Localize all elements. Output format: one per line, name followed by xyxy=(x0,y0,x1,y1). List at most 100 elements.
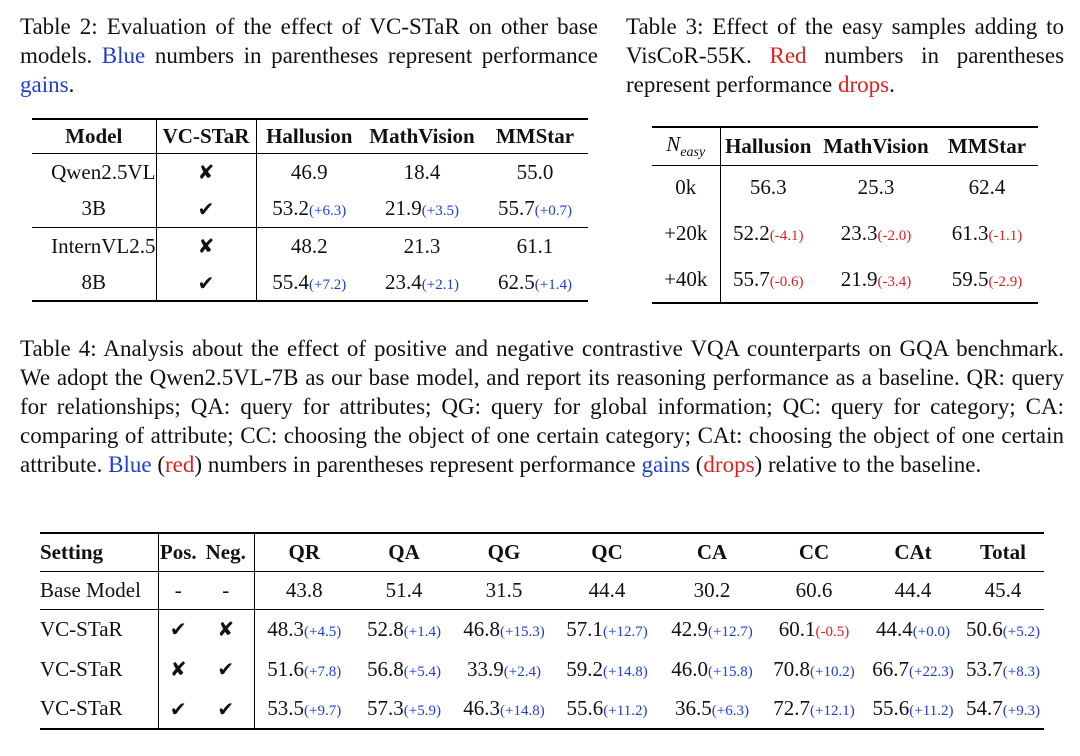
pos-cell: - xyxy=(157,571,198,609)
table3-caption-label: Table 3: xyxy=(626,14,704,39)
table2-header-mmstar: MMStar xyxy=(495,123,575,148)
table-cell: 51.4 xyxy=(385,577,423,602)
table-cell: 57.1(+12.7) xyxy=(566,616,648,641)
cross-icon: ✘ xyxy=(157,649,198,689)
table-cell: 36.5(+6.3) xyxy=(675,696,749,720)
table-cell: 56.3 xyxy=(719,165,816,209)
table-cell: 56.8(+5.4) xyxy=(367,656,441,681)
table4-header-setting: Setting xyxy=(40,539,103,564)
table4-header-row: Setting Pos. Neg. QR QA QG QC CA CC CAt … xyxy=(40,533,1044,571)
table-cell: 43.8 xyxy=(285,577,323,602)
table4-header-qa: QA xyxy=(388,539,420,564)
table-cell: 46.0(+15.8) xyxy=(671,656,753,681)
table-cell: 53.7(+8.3) xyxy=(966,656,1040,681)
table-cell: 31.5 xyxy=(485,577,523,602)
table-cell: 54.7(+9.3) xyxy=(966,696,1040,720)
check-icon: ✔ xyxy=(155,191,256,227)
table-cell: 45.4 xyxy=(984,577,1022,602)
table3-caption-text: Effect of the easy samples adding to Vis… xyxy=(626,14,1064,68)
table4-caption-blue: Blue xyxy=(108,452,152,477)
cross-icon: ✘ xyxy=(155,227,256,265)
table-cell: 55.7(+0.7) xyxy=(498,196,572,221)
table3-caption-drops: drops xyxy=(838,72,890,97)
table-row: VC-STaR ✘ ✔ 51.6(+7.8) 56.8(+5.4) 33.9(+… xyxy=(40,649,1044,689)
table4-header-cat: CAt xyxy=(894,539,932,564)
setting-name: VC-STaR xyxy=(40,656,123,681)
cross-icon: ✘ xyxy=(198,609,255,649)
table-cell: 55.6(+11.2) xyxy=(872,696,954,720)
table4-header-qg: QG xyxy=(487,539,521,564)
table2-caption: Table 2: Evaluation of the effect of VC-… xyxy=(20,14,599,97)
table-row: 8B ✔ 55.4(+7.2) 23.4(+2.1) 62.5(+1.4) xyxy=(32,265,588,301)
table-cell: +20k xyxy=(664,220,708,245)
table2: Model VC-STaR Hallusion MathVision MMSta… xyxy=(32,118,588,302)
table4-caption: Table 4: Analysis about the effect of po… xyxy=(20,336,1065,477)
table-cell: 52.2(-4.1) xyxy=(719,209,816,257)
table-cell: 21.9(-3.4) xyxy=(840,267,912,291)
table2-header-mathvision: MathVision xyxy=(369,123,475,148)
table-cell: 51.6(+7.8) xyxy=(267,656,342,681)
table-cell: 55.0 xyxy=(516,159,554,184)
table-row: VC-STaR ✔ ✔ 53.5(+9.7) 57.3(+5.9) 46.3(+… xyxy=(40,689,1044,729)
table-cell: 60.1(-0.5) xyxy=(778,616,850,641)
table4-caption-red: red xyxy=(165,452,195,477)
table-row: 3B ✔ 53.2(+6.3) 21.9(+3.5) 55.7(+0.7) xyxy=(32,191,588,227)
table-cell: 21.3 xyxy=(403,233,441,258)
table4-header-total: Total xyxy=(980,539,1026,564)
table-cell: 46.8(+15.3) xyxy=(463,616,545,641)
table-cell: 59.5(-2.9) xyxy=(951,267,1023,291)
table-cell: 23.4(+2.1) xyxy=(385,270,459,294)
table2-header-model: Model xyxy=(65,123,123,148)
cross-icon: ✘ xyxy=(155,153,256,191)
table-cell: 44.4 xyxy=(894,577,932,602)
table-cell: 66.7(+22.3) xyxy=(872,656,954,681)
check-icon: ✔ xyxy=(198,649,255,689)
neg-cell: - xyxy=(198,571,255,609)
table4: Setting Pos. Neg. QR QA QG QC CA CC CAt … xyxy=(40,532,1044,730)
table3-header-mmstar: MMStar xyxy=(947,133,1027,158)
model-name: InternVL2.5 xyxy=(51,233,156,258)
table-row: Qwen2.5VL ✘ 46.9 18.4 55.0 xyxy=(32,153,588,191)
table-cell: 46.9 xyxy=(255,153,362,191)
table4-caption-text2: numbers in parentheses represent perform… xyxy=(207,452,636,477)
table-cell: 57.3(+5.9) xyxy=(367,696,441,720)
check-icon: ✔ xyxy=(155,265,256,301)
setting-name: VC-STaR xyxy=(40,616,123,641)
table2-caption-gains: gains xyxy=(20,72,69,97)
check-icon: ✔ xyxy=(157,689,198,729)
table-cell: 55.6(+11.2) xyxy=(566,696,648,720)
table3-header-hallusion: Hallusion xyxy=(719,127,816,165)
table4-caption-gains: gains xyxy=(641,452,690,477)
table2-header-vcstar: VC-STaR xyxy=(155,119,256,153)
table-cell: 59.2(+14.8) xyxy=(566,656,648,681)
table-cell: 62.5(+1.4) xyxy=(498,270,572,294)
table-cell: 46.3(+14.8) xyxy=(463,696,545,720)
table4-header-neg: Neg. xyxy=(198,533,255,571)
setting-name: VC-STaR xyxy=(40,696,123,720)
table2-header-hallusion: Hallusion xyxy=(255,119,362,153)
check-icon: ✔ xyxy=(157,609,198,649)
setting-name: Base Model xyxy=(40,577,141,602)
table-cell: 44.4 xyxy=(588,577,626,602)
table-row: Base Model - - 43.8 51.4 31.5 44.4 30.2 … xyxy=(40,571,1044,609)
table-row: VC-STaR ✔ ✘ 48.3(+4.5) 52.8(+1.4) 46.8(+… xyxy=(40,609,1044,649)
table3-caption-red: Red xyxy=(769,43,807,68)
table-cell: 72.7(+12.1) xyxy=(773,696,855,720)
table2-caption-text2: numbers in parentheses represent perform… xyxy=(154,43,598,68)
table4-header-qc: QC xyxy=(591,539,623,564)
model-size: 3B xyxy=(81,196,106,221)
table-cell: 48.2 xyxy=(255,227,362,265)
table-row: +40k 55.7(-0.6) 21.9(-3.4) 59.5(-2.9) xyxy=(652,257,1038,303)
table-cell: 70.8(+10.2) xyxy=(773,656,855,681)
table4-caption-text: Analysis about the effect of positive an… xyxy=(20,336,1065,477)
table-cell: 52.8(+1.4) xyxy=(367,616,441,641)
table-cell: 30.2 xyxy=(693,577,731,602)
table-cell: 61.1 xyxy=(516,233,554,258)
table4-caption-end: relative to the baseline. xyxy=(767,452,982,477)
table3-header-row: Neasy Hallusion MathVision MMStar xyxy=(652,127,1038,165)
table-cell: 50.6(+5.2) xyxy=(966,616,1040,641)
table-cell: 62.4 xyxy=(968,174,1006,199)
table-cell: 33.9(+2.4) xyxy=(467,656,541,681)
table3-header-mathvision: MathVision xyxy=(823,133,929,158)
